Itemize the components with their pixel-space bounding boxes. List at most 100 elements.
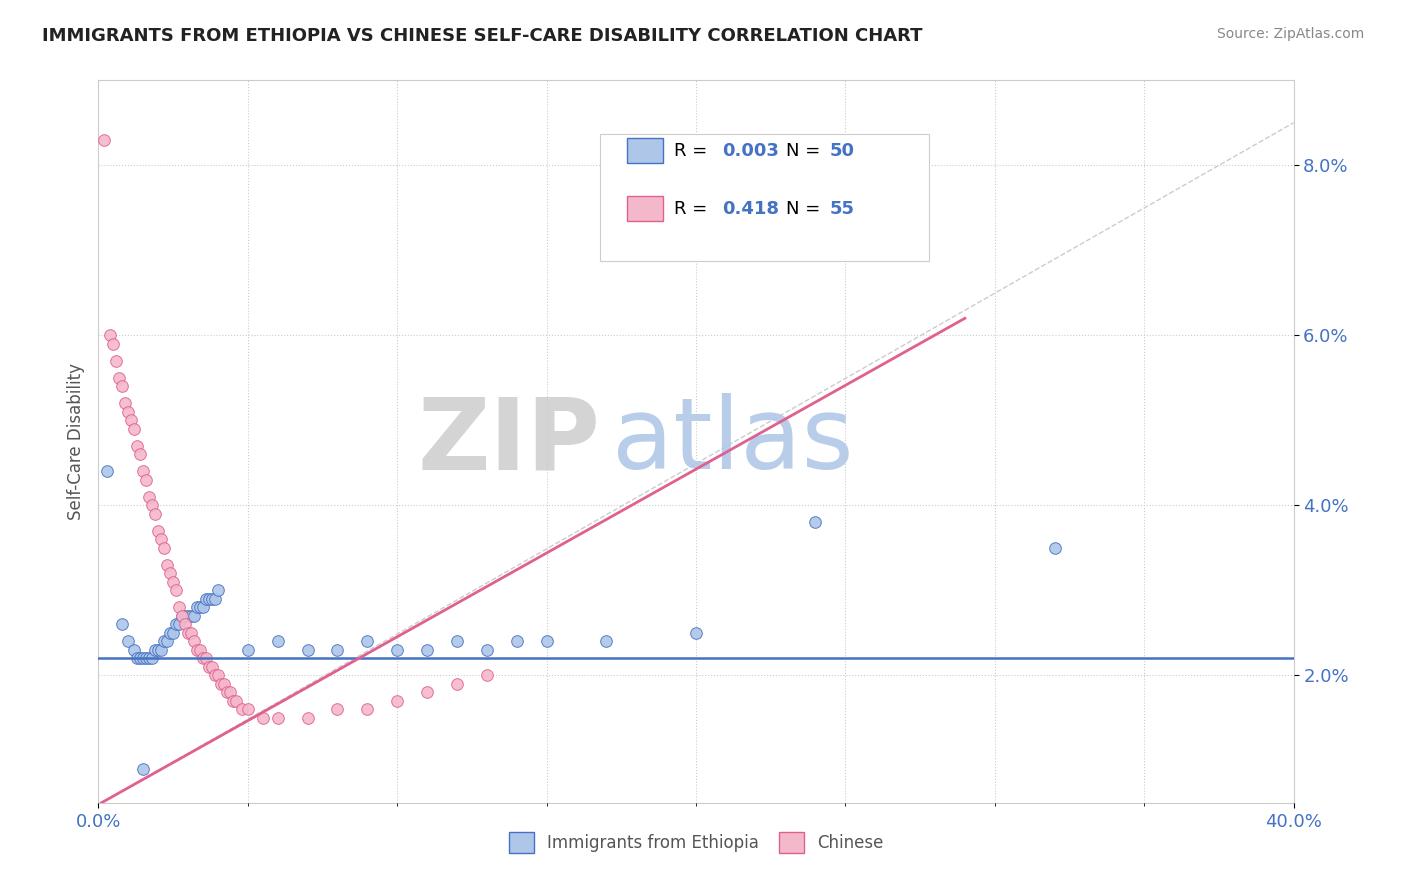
Point	[141, 498, 163, 512]
FancyBboxPatch shape	[627, 138, 662, 163]
Point	[105, 353, 128, 368]
Point	[162, 625, 184, 640]
Point	[180, 625, 202, 640]
Point	[236, 702, 259, 716]
Legend: Immigrants from Ethiopia, Chinese: Immigrants from Ethiopia, Chinese	[502, 826, 890, 860]
Point	[143, 642, 166, 657]
Point	[225, 694, 247, 708]
Y-axis label: Self-Care Disability: Self-Care Disability	[66, 363, 84, 520]
Point	[98, 328, 122, 343]
Point	[446, 634, 468, 648]
Point	[124, 642, 146, 657]
Point	[177, 625, 200, 640]
Point	[186, 600, 208, 615]
Point	[385, 694, 409, 708]
Point	[595, 634, 617, 648]
Text: 0.003: 0.003	[723, 142, 779, 160]
Point	[209, 677, 232, 691]
Point	[297, 642, 319, 657]
Point	[215, 685, 238, 699]
Point	[180, 608, 202, 623]
Point	[129, 651, 152, 665]
Point	[159, 625, 181, 640]
Point	[685, 625, 707, 640]
Point	[153, 541, 176, 555]
Point	[141, 651, 163, 665]
Point	[177, 608, 200, 623]
Point	[174, 617, 197, 632]
Point	[201, 591, 224, 606]
Point	[165, 583, 187, 598]
Text: 55: 55	[830, 200, 855, 218]
Point	[198, 660, 221, 674]
FancyBboxPatch shape	[627, 196, 662, 221]
Point	[188, 642, 211, 657]
Point	[167, 600, 190, 615]
Point	[108, 371, 131, 385]
Point	[183, 608, 205, 623]
Text: R =: R =	[675, 200, 713, 218]
Point	[120, 413, 142, 427]
Point	[135, 651, 157, 665]
Point	[156, 634, 179, 648]
Point	[174, 608, 197, 623]
Point	[326, 702, 349, 716]
Point	[165, 617, 187, 632]
Point	[167, 617, 190, 632]
Text: Source: ZipAtlas.com: Source: ZipAtlas.com	[1216, 27, 1364, 41]
Point	[111, 379, 134, 393]
Point	[416, 685, 439, 699]
Point	[132, 464, 155, 478]
Point	[475, 642, 498, 657]
Point	[93, 133, 115, 147]
Point	[188, 600, 211, 615]
Text: 50: 50	[830, 142, 855, 160]
Point	[506, 634, 529, 648]
Point	[219, 685, 242, 699]
Point	[186, 642, 208, 657]
Point	[103, 336, 125, 351]
Text: N =: N =	[786, 200, 825, 218]
Point	[267, 634, 290, 648]
Point	[204, 668, 226, 682]
FancyBboxPatch shape	[600, 135, 929, 260]
Point	[191, 600, 214, 615]
Point	[148, 642, 170, 657]
Point	[138, 490, 160, 504]
Point	[132, 651, 155, 665]
Point	[143, 507, 166, 521]
Point	[356, 634, 378, 648]
Point	[475, 668, 498, 682]
Point	[148, 524, 170, 538]
Point	[385, 642, 409, 657]
Point	[114, 396, 136, 410]
Point	[150, 642, 173, 657]
Point	[117, 634, 139, 648]
Point	[132, 762, 155, 776]
Point	[207, 668, 229, 682]
Text: N =: N =	[786, 142, 825, 160]
Point	[127, 651, 149, 665]
Point	[236, 642, 259, 657]
Point	[198, 591, 221, 606]
Point	[156, 558, 179, 572]
Point	[195, 651, 218, 665]
Point	[212, 677, 235, 691]
Point	[204, 591, 226, 606]
Point	[117, 405, 139, 419]
Text: R =: R =	[675, 142, 713, 160]
Point	[172, 608, 194, 623]
Point	[153, 634, 176, 648]
Point	[297, 711, 319, 725]
Point	[231, 702, 253, 716]
Point	[172, 608, 194, 623]
Text: ZIP: ZIP	[418, 393, 600, 490]
Point	[356, 702, 378, 716]
Point	[446, 677, 468, 691]
Point	[162, 574, 184, 589]
Point	[326, 642, 349, 657]
Point	[138, 651, 160, 665]
Point	[222, 694, 245, 708]
Point	[252, 711, 274, 725]
Point	[201, 660, 224, 674]
